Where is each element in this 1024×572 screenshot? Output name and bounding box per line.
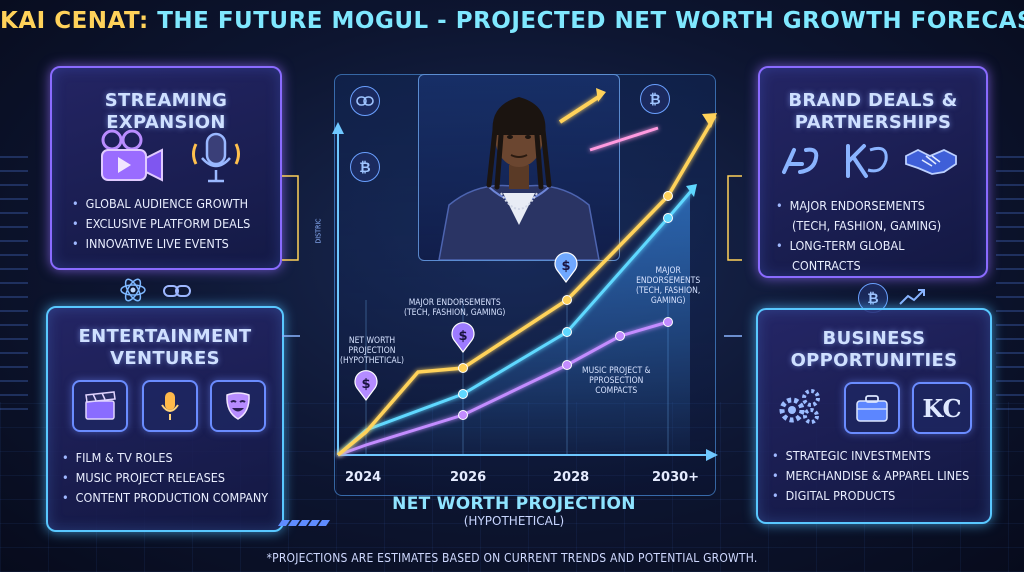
video-camera-icon bbox=[96, 128, 166, 188]
list-item: EXCLUSIVE PLATFORM DEALS bbox=[72, 214, 251, 234]
bitcoin-icon: ₿ bbox=[350, 152, 380, 182]
annotation-networth: NET WORTH PROJECTION (HYPOTHETICAL) bbox=[340, 336, 404, 366]
list-item: STRATEGIC INVESTMENTS bbox=[772, 446, 969, 466]
connector bbox=[282, 175, 299, 261]
connector bbox=[727, 175, 742, 261]
brand-title-1: BRAND DEALS & bbox=[788, 90, 958, 111]
title-name: KAI CENAT: bbox=[0, 8, 149, 34]
link-icon bbox=[162, 280, 192, 306]
entertainment-panel: ENTERTAINMENT VENTURES FILM & TV ROLES M… bbox=[46, 306, 284, 532]
list-item: CONTRACTS bbox=[792, 258, 861, 273]
list-item: INNOVATIVE LIVE EVENTS bbox=[72, 234, 250, 254]
brand-logo-icon bbox=[842, 140, 892, 186]
gears-icon bbox=[776, 386, 824, 432]
streaming-title: STREAMING EXPANSION bbox=[104, 90, 228, 133]
portrait-figure bbox=[438, 97, 600, 260]
business-panel: BUSINESS OPPORTUNITIES KC STRATEGIC INVE… bbox=[756, 308, 992, 524]
annotation-line: MAJOR bbox=[655, 266, 681, 276]
chart-up-icon bbox=[898, 286, 928, 312]
bitcoin-icon: ₿ bbox=[640, 84, 670, 114]
streaming-panel: STREAMING EXPANSION GLOBAL AUDIENCE GROW… bbox=[50, 66, 282, 270]
list-item: (TECH, FASHION, GAMING) bbox=[792, 218, 942, 233]
brand-logo-icon bbox=[780, 142, 824, 186]
annotation-line: COMPACTS bbox=[595, 386, 638, 396]
list-item: MAJOR ENDORSEMENTS bbox=[776, 196, 941, 216]
page-title: KAI CENAT: THE FUTURE MOGUL - PROJECTED … bbox=[0, 8, 1024, 34]
side-label: DISTRIC bbox=[314, 218, 323, 244]
brand-bullets: MAJOR ENDORSEMENTS (TECH, FASHION, GAMIN… bbox=[776, 196, 941, 276]
annotation-line: (TECH, FASHION, bbox=[636, 286, 701, 296]
clapperboard-icon bbox=[72, 380, 128, 432]
entertainment-bullets: FILM & TV ROLES MUSIC PROJECT RELEASES C… bbox=[62, 448, 269, 508]
annotation-line: PPROSECTION bbox=[589, 376, 644, 386]
brand-panel: BRAND DEALS & PARTNERSHIPS MAJOR ENDORSE… bbox=[758, 66, 988, 278]
kc-logo-icon: KC bbox=[912, 382, 972, 434]
microphone-icon bbox=[142, 380, 198, 432]
annotation-line: GAMING) bbox=[650, 296, 686, 306]
brand-title-2: PARTNERSHIPS bbox=[794, 112, 952, 133]
atom-icon bbox=[118, 276, 148, 308]
annotation-endorsements: MAJOR ENDORSEMENTS (TECH, FASHION, GAMIN… bbox=[404, 298, 505, 318]
title-rest: THE FUTURE MOGUL - PROJECTED NET WORTH G… bbox=[157, 8, 1024, 34]
list-item: MUSIC PROJECT RELEASES bbox=[62, 468, 268, 488]
annotation-line: ENDORSEMENTS bbox=[636, 276, 701, 286]
streaming-bullets: GLOBAL AUDIENCE GROWTH EXCLUSIVE PLATFOR… bbox=[72, 194, 251, 254]
projection-subtitle: (HYPOTHETICAL) bbox=[463, 514, 565, 528]
x-tick-label: 2026 bbox=[450, 470, 487, 485]
x-tick-label: 2028 bbox=[553, 470, 590, 485]
annotation-line: MAJOR ENDORSEMENTS bbox=[408, 298, 501, 308]
list-item: FILM & TV ROLES bbox=[62, 448, 268, 468]
annotation-line: (HYPOTHETICAL) bbox=[340, 356, 405, 366]
list-item: CONTENT PRODUCTION COMPANY bbox=[62, 488, 269, 508]
theater-mask-icon bbox=[210, 380, 266, 432]
list-item: LONG-TERM GLOBAL bbox=[776, 236, 941, 256]
list-item: GLOBAL AUDIENCE GROWTH bbox=[72, 194, 250, 214]
x-tick-label: 2024 bbox=[345, 470, 382, 485]
handshake-icon bbox=[904, 144, 958, 182]
footnote: *PROJECTIONS ARE ESTIMATES BASED ON CURR… bbox=[266, 551, 758, 565]
entertainment-title-1: ENTERTAINMENT bbox=[78, 326, 252, 347]
link-icon bbox=[350, 86, 380, 116]
list-item: DIGITAL PRODUCTS bbox=[772, 486, 969, 506]
annotation-music: MUSIC PROJECT & PPROSECTION COMPACTS bbox=[582, 366, 651, 396]
list-item: MERCHANDISE & APPAREL LINES bbox=[772, 466, 970, 486]
right-deco-bars bbox=[996, 150, 1024, 410]
projection-caption: NET WORTH PROJECTION (HYPOTHETICAL) bbox=[384, 494, 644, 542]
business-bullets: STRATEGIC INVESTMENTS MERCHANDISE & APPA… bbox=[772, 446, 970, 506]
projection-title: NET WORTH PROJECTION bbox=[392, 494, 636, 514]
portrait bbox=[418, 74, 620, 261]
annotation-line: NET WORTH bbox=[348, 336, 396, 346]
x-tick-label: 2030+ bbox=[652, 470, 700, 485]
entertainment-title-2: VENTURES bbox=[110, 348, 220, 369]
annotation-line: PROJECTION bbox=[348, 346, 396, 356]
business-title-2: OPPORTUNITIES bbox=[790, 350, 958, 371]
annotation-line: (TECH, FASHION, GAMING) bbox=[404, 308, 506, 318]
annotation-major: MAJOR ENDORSEMENTS (TECH, FASHION, GAMIN… bbox=[636, 266, 700, 306]
microphone-icon bbox=[190, 130, 242, 190]
briefcase-icon bbox=[844, 382, 900, 434]
annotation-line: MUSIC PROJECT & bbox=[582, 366, 651, 376]
left-deco-bars bbox=[0, 150, 28, 410]
kc-logo-text: KC bbox=[922, 393, 962, 423]
business-title-1: BUSINESS bbox=[822, 328, 926, 349]
